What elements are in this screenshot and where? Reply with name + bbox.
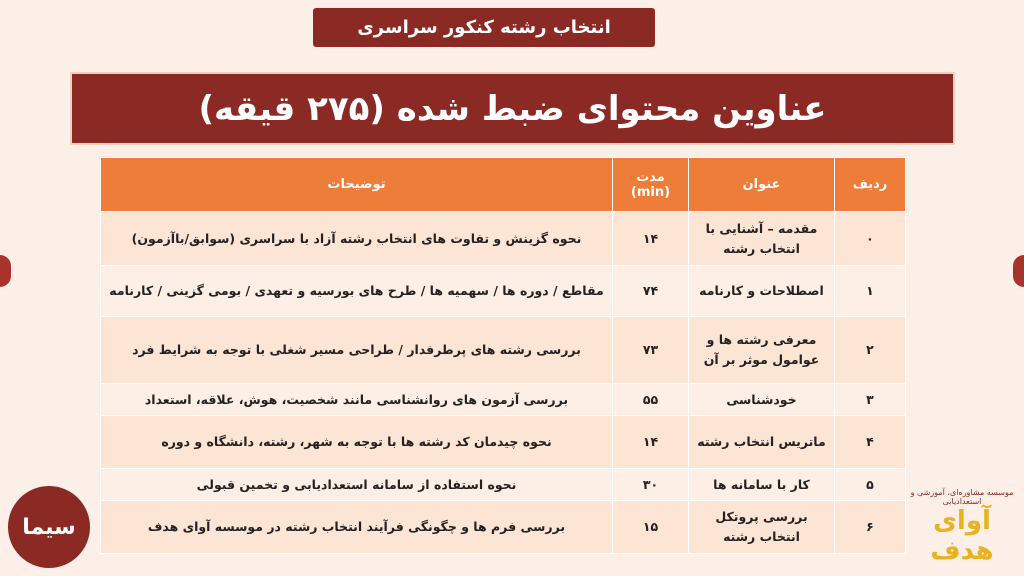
table-cell: خودشناسی <box>688 383 835 416</box>
table-body: ۰ مقدمه – آشنایی با انتخاب رشته ۱۴ نحوه گزی… <box>100 211 906 554</box>
unit: (min) <box>630 184 671 200</box>
table-row: ۰ مقدمه – آشنایی با انتخاب رشته ۱۴ نحوه گزی… <box>100 211 906 266</box>
column-header-text: مدت <box>636 169 665 185</box>
column-header: عنوان <box>688 157 835 212</box>
column-header: مدت (min) <box>612 157 689 212</box>
table-cell: ۱۵ <box>612 500 689 554</box>
table-cell: نحوه استفاده از سامانه استعدادیابی و تخم… <box>100 468 613 501</box>
table-cell: نحوه گزینش و تفاوت های انتخاب رشته آزاد … <box>100 211 613 266</box>
table-cell: بررسی پروتکل انتخاب رشته <box>688 500 835 554</box>
table-cell: ۳۰ <box>612 468 689 501</box>
logo: سیما <box>8 486 90 568</box>
column-header: توضیحات <box>100 157 613 212</box>
table-cell: بررسی رشته های پرطرفدار / طراحی مسیر شغل… <box>100 316 613 384</box>
column-header: ردیف <box>834 157 906 212</box>
logo-text: آوای هدف <box>930 506 994 566</box>
table-cell: اصطلاحات و کارنامه <box>688 265 835 317</box>
side-marker <box>1013 255 1024 287</box>
logo: موسسه مشاوره‌ای، آموزشی و استعدادیابی آوا… <box>905 488 1019 572</box>
table-cell: بررسی فرم ها و چگونگی فرآیند انتخاب رشته… <box>100 500 613 554</box>
table-cell: معرفی رشته ها و عوامول موثر بر آن <box>688 316 835 384</box>
table-cell: ۶ <box>834 500 906 554</box>
table-row: ۳ خودشناسی ۵۵ بررسی آزمون های روانشناسی مان… <box>100 383 906 416</box>
table-cell: بررسی آزمون های روانشناسی مانند شخصیت، ه… <box>100 383 613 416</box>
table-cell: ۷۳ <box>612 316 689 384</box>
content-table: ردیف عنوان مدت (min) توضیحات ۰ مقدمه – آشن… <box>100 157 906 554</box>
table-cell: ۱۴ <box>612 211 689 266</box>
table-row: ۵ کار با سامانه ها ۳۰ نحوه استفاده از سامان… <box>100 468 906 501</box>
side-marker <box>0 255 11 287</box>
logo-caption: موسسه مشاوره‌ای، آموزشی و استعدادیابی <box>910 488 1014 506</box>
table-cell: مقاطع / دوره ها / سهمیه ها / طرح های بور… <box>100 265 613 317</box>
table-cell: ۴ <box>834 415 906 469</box>
table-cell: ۳ <box>834 383 906 416</box>
table-cell: ماتریس انتخاب رشته <box>688 415 835 469</box>
title-banner: عناوین محتوای ضبط شده (۲۷۵ قیقه) <box>70 72 955 145</box>
table-cell: کار با سامانه ها <box>688 468 835 501</box>
table-row: ۲ معرفی رشته ها و عوامول موثر بر آن ۷۳ بررس… <box>100 316 906 384</box>
table-row: ۶ بررسی پروتکل انتخاب رشته ۱۵ بررسی فرم ها … <box>100 500 906 554</box>
table-cell: ۵۵ <box>612 383 689 416</box>
table-cell: ۱۴ <box>612 415 689 469</box>
table-cell: ۷۴ <box>612 265 689 317</box>
table-cell: مقدمه – آشنایی با انتخاب رشته <box>688 211 835 266</box>
table-cell: ۱ <box>834 265 906 317</box>
table-cell: ۰ <box>834 211 906 266</box>
tab: انتخاب رشته کنکور سراسری <box>313 8 655 47</box>
header-row: ردیف عنوان مدت (min) توضیحات <box>100 157 906 212</box>
table-row: ۴ ماتریس انتخاب رشته ۱۴ نحوه چیدمان کد رشته… <box>100 415 906 469</box>
table-cell: ۵ <box>834 468 906 501</box>
table-cell: نحوه چیدمان کد رشته ها با توجه به شهر، ر… <box>100 415 613 469</box>
table-cell: ۲ <box>834 316 906 384</box>
table-row: ۱ اصطلاحات و کارنامه ۷۴ مقاطع / دوره ها / س… <box>100 265 906 317</box>
